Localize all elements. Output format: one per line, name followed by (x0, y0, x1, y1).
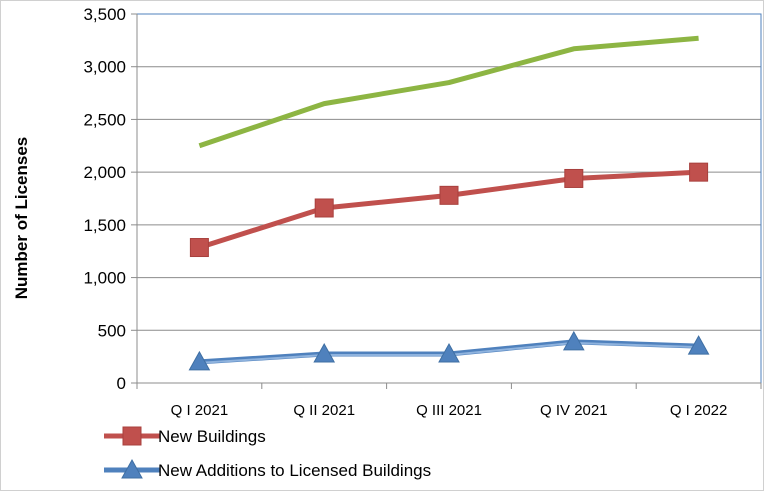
legend[interactable]: New Buildings New Additions to Licensed B… (104, 426, 431, 480)
series-line (198, 35, 699, 149)
data-point (314, 198, 334, 218)
data-point (188, 350, 211, 371)
data-point (438, 342, 460, 363)
y-tick-label: 2,500 (83, 110, 126, 129)
series-new-additions-to-licensed-buildings (188, 330, 710, 371)
data-point (313, 342, 336, 363)
legend-item[interactable]: New Additions to Licensed Buildings (104, 458, 431, 480)
series-group (188, 35, 710, 371)
legend-item[interactable]: New Buildings (104, 426, 266, 446)
x-tick-label: Q I 2022 (670, 402, 728, 419)
y-tick-label: 3,500 (83, 5, 126, 24)
legend-label: New Buildings (158, 427, 266, 446)
y-tick-label: 0 (117, 374, 126, 393)
data-point (562, 330, 585, 351)
y-tick-label: 1,500 (83, 216, 126, 235)
square-marker-icon (122, 426, 142, 446)
data-point (687, 335, 710, 355)
axes: 0 500 1,000 1,500 2,000 2,500 3,000 3,500 Q I 20… (83, 5, 762, 419)
y-tick-label: 3,000 (83, 58, 126, 77)
x-tick-label: Q III 2021 (416, 402, 482, 419)
x-tick-label: Q IV 2021 (540, 402, 608, 419)
series-unnamed-0 (198, 35, 699, 149)
triangle-marker-icon (121, 458, 143, 479)
legend-label: New Additions to Licensed Buildings (158, 461, 431, 480)
y-axis-title: Number of Licenses (12, 137, 31, 300)
data-point (564, 168, 584, 188)
y-tick-label: 1,000 (83, 269, 126, 288)
y-tick-label: 500 (98, 321, 126, 340)
data-point (189, 238, 209, 258)
x-tick-label: Q I 2021 (171, 402, 229, 419)
data-point (439, 185, 459, 205)
data-point (689, 162, 709, 182)
series-new-buildings (189, 162, 709, 258)
y-tick-label: 2,000 (83, 163, 126, 182)
x-tick-label: Q II 2021 (293, 402, 355, 419)
